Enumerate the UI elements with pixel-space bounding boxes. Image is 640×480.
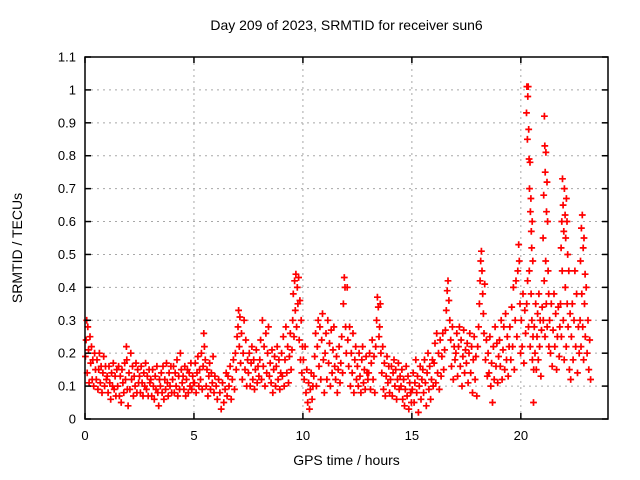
y-tick-label: 1 bbox=[69, 82, 76, 97]
x-tick-label: 5 bbox=[190, 428, 197, 443]
y-tick-label: 0.3 bbox=[58, 313, 76, 328]
y-tick-label: 0.7 bbox=[58, 181, 76, 196]
x-tick-label: 20 bbox=[514, 428, 528, 443]
y-tick-label: 0.4 bbox=[58, 280, 76, 295]
x-axis-label: GPS time / hours bbox=[293, 452, 400, 468]
y-tick-label: 0.8 bbox=[58, 148, 76, 163]
y-tick-label: 1.1 bbox=[58, 50, 76, 65]
y-tick-label: 0.9 bbox=[58, 115, 76, 130]
chart-title: Day 209 of 2023, SRMTID for receiver sun… bbox=[210, 17, 483, 33]
y-tick-label: 0 bbox=[69, 412, 76, 427]
scatter-points bbox=[82, 83, 594, 416]
plot-border bbox=[84, 56, 609, 420]
y-tick-label: 0.2 bbox=[58, 346, 76, 361]
y-tick-label: 0.1 bbox=[58, 379, 76, 394]
x-tick-label: 10 bbox=[296, 428, 310, 443]
x-tick-label: 15 bbox=[405, 428, 419, 443]
y-tick-label: 0.5 bbox=[58, 247, 76, 262]
x-tick-label: 0 bbox=[81, 428, 88, 443]
y-tick-label: 0.6 bbox=[58, 214, 76, 229]
